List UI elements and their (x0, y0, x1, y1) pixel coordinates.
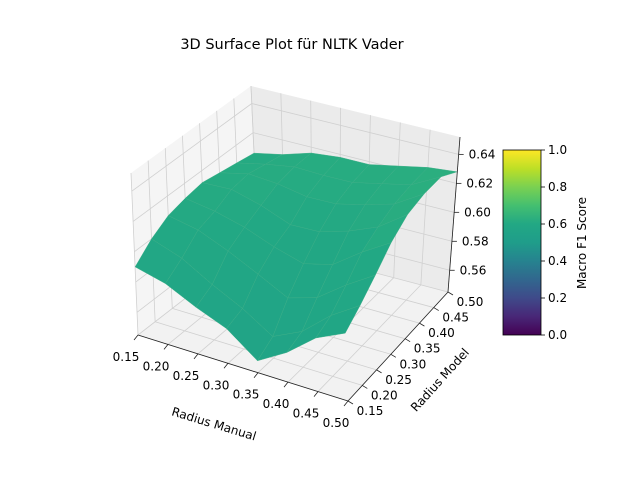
x-tick-mark (313, 391, 319, 397)
y-tick-label: 0.45 (442, 311, 469, 325)
x-tick-label: 0.35 (233, 388, 260, 402)
y-tick-label: 0.20 (371, 388, 398, 402)
y-tick-mark (362, 385, 368, 389)
axis-lines (137, 136, 461, 402)
x-tick-label: 0.50 (323, 416, 350, 430)
x-tick-mark (193, 353, 199, 360)
y-tick-mark (447, 291, 454, 296)
y-tick-mark (419, 322, 425, 327)
colorbar-tick-label: 0.2 (548, 291, 567, 305)
x-tick-mark (223, 363, 229, 369)
x-tick-mark (133, 334, 139, 341)
x-axis-ticks: 0.150.200.250.300.350.400.450.50 (113, 334, 350, 430)
axis-line (447, 136, 461, 293)
x-tick-mark (163, 344, 169, 350)
colorbar-label: Macro F1 Score (575, 197, 589, 289)
x-tick-mark (253, 372, 259, 378)
y-tick-label: 0.40 (428, 326, 455, 340)
z-gridline (251, 103, 459, 155)
z-tick-label: 0.62 (466, 176, 493, 190)
x-tick-label: 0.45 (293, 407, 320, 421)
surface-patch (315, 305, 361, 339)
y-tick-label: 0.50 (457, 295, 484, 309)
colorbar-tick-label: 0.8 (548, 180, 567, 194)
x-tick-mark (343, 400, 349, 407)
colorbar-tick-label: 0.4 (548, 254, 567, 268)
colorbar-tick-label: 1.0 (548, 143, 567, 157)
y-tick-mark (390, 353, 397, 358)
y-tick-mark (433, 307, 439, 311)
y-gridline (130, 172, 139, 336)
y-tick-label: 0.15 (357, 404, 384, 418)
x-tick-label: 0.15 (113, 350, 140, 364)
colorbar-ticks: 0.0 0.2 0.4 0.6 0.8 1.0 (541, 143, 567, 342)
y-tick-label: 0.25 (385, 373, 412, 387)
axis-line (137, 334, 349, 402)
axis-line (347, 291, 449, 402)
colorbar-tick-label: 0.6 (548, 217, 567, 231)
y-tick-label: 0.30 (399, 357, 426, 371)
x-gridline (420, 129, 431, 285)
colorbar-tick-label: 0.0 (548, 328, 567, 342)
y-axis-label: Radius Model (408, 346, 472, 415)
x-gridline (317, 284, 422, 392)
colorbar: 0.0 0.2 0.4 0.6 0.8 1.0 Macro F1 Score (502, 143, 589, 342)
y-axis-ticks: 0.15 0.200.25 0.300.35 0.400.45 0.50 (347, 291, 484, 418)
z-tick-label: 0.60 (464, 205, 491, 219)
z-tick-label: 0.58 (462, 234, 489, 248)
y-tick-mark (376, 369, 382, 374)
x-tick-label: 0.20 (143, 359, 170, 373)
z-gridline (131, 103, 253, 192)
x-tick-label: 0.25 (173, 369, 200, 383)
y-tick-mark (404, 338, 411, 343)
z-tick-label: 0.56 (460, 263, 487, 277)
z-tick-label: 0.64 (469, 147, 496, 161)
y-tick-mark (347, 400, 354, 405)
x-axis-label: Radius Manual (170, 404, 258, 443)
x-tick-mark (283, 381, 289, 388)
z-gridline (132, 132, 254, 222)
surface (134, 152, 458, 362)
chart-title: 3D Surface Plot für NLTK Vader (180, 37, 403, 53)
z-axis-ticks: 0.56 0.58 0.60 0.62 0.64 (449, 147, 496, 277)
x-tick-label: 0.40 (263, 397, 290, 411)
colorbar-gradient (502, 149, 542, 336)
x-tick-label: 0.30 (203, 378, 230, 392)
y-tick-label: 0.35 (414, 342, 441, 356)
